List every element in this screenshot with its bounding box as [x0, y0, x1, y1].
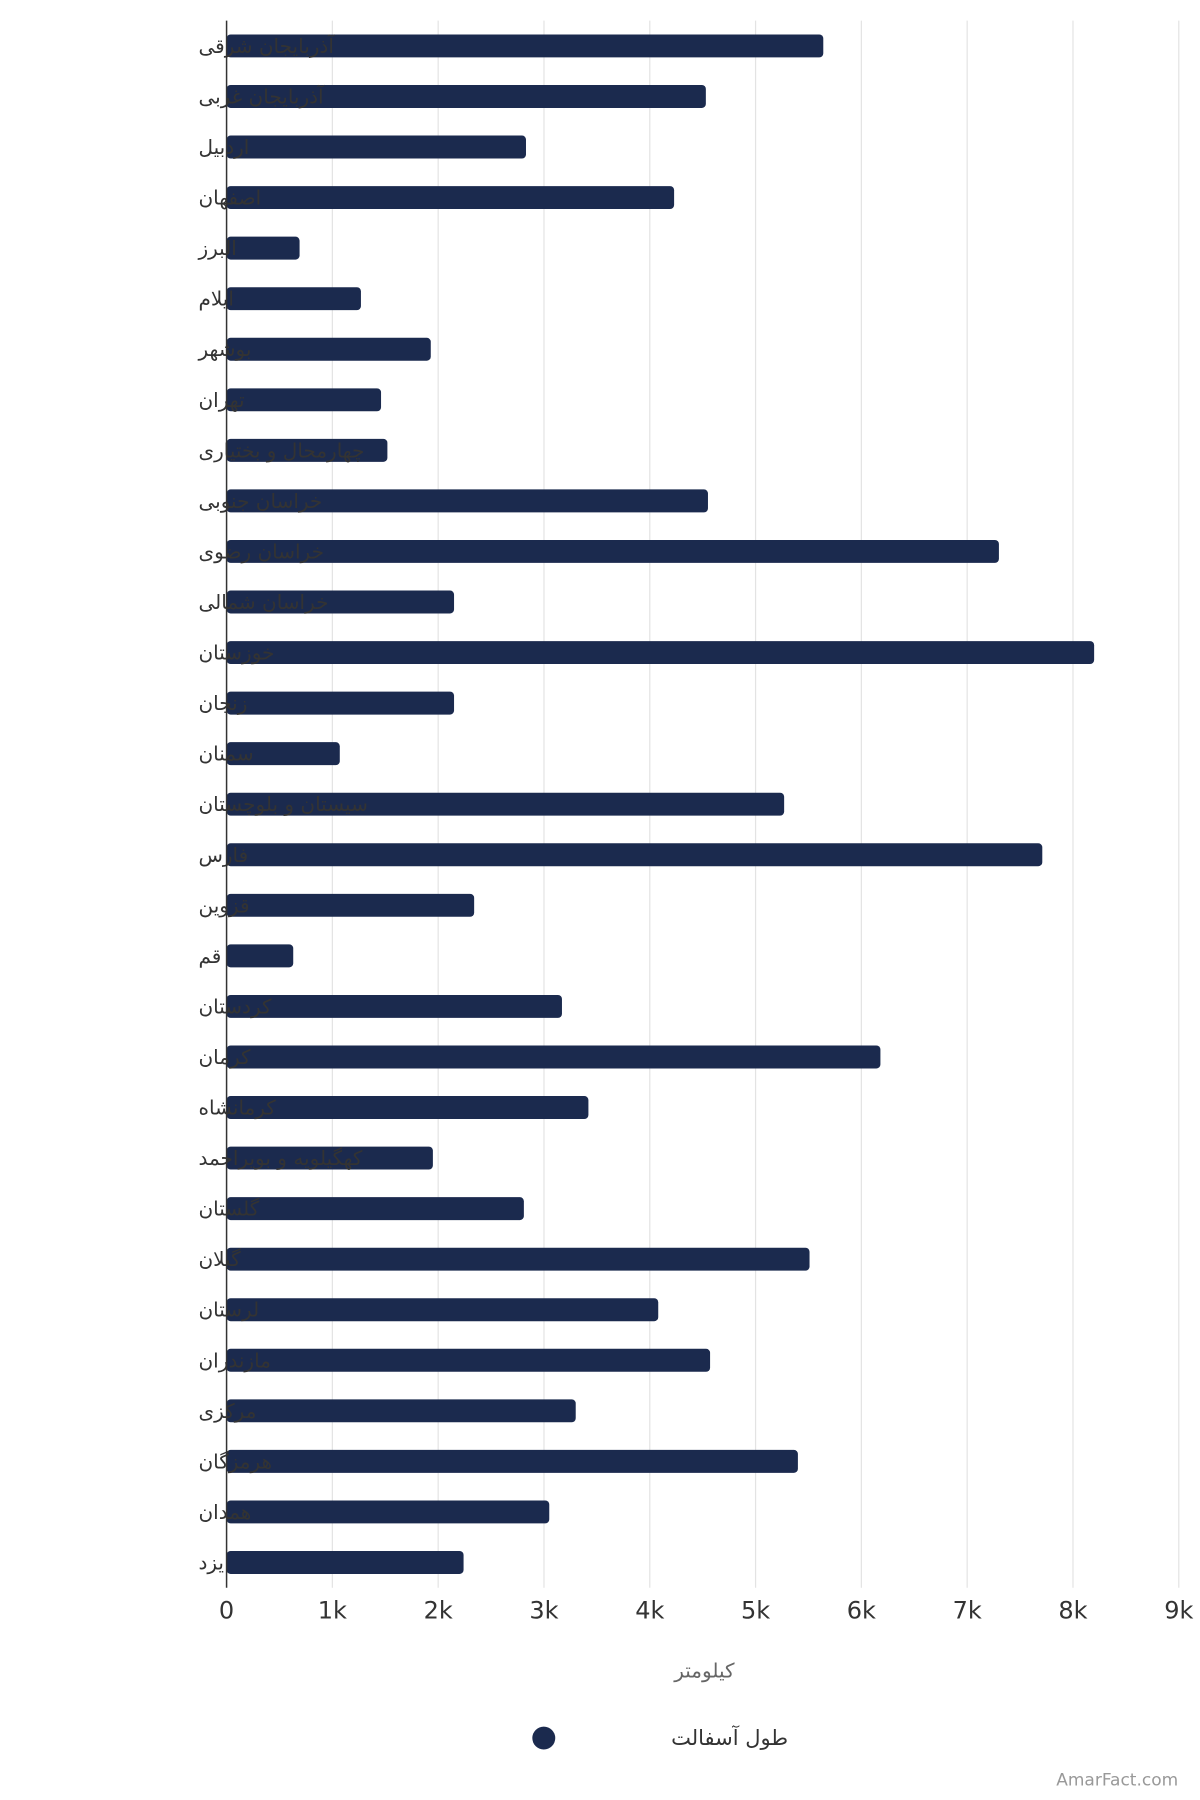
- x-tick-label: 9k: [1164, 1597, 1193, 1625]
- bar[interactable]: [226, 135, 526, 159]
- category-labels: آذربایجان شرقی آذربایجان غربی اردبیل اصفهان…: [197, 33, 367, 1575]
- category-label: مرکزی: [198, 1399, 256, 1423]
- legend-label[interactable]: طول آسفالت: [671, 1725, 788, 1750]
- bar[interactable]: [226, 641, 1095, 665]
- bar[interactable]: [226, 1197, 524, 1221]
- bar[interactable]: [226, 1247, 810, 1271]
- category-label: تهران: [198, 388, 244, 412]
- category-label: قزوین: [198, 893, 249, 917]
- category-label: مازندران: [198, 1348, 270, 1372]
- category-label: آذربایجان غربی: [198, 83, 325, 108]
- bar[interactable]: [226, 1449, 798, 1473]
- legend-marker-icon: [532, 1726, 556, 1750]
- bar[interactable]: [226, 944, 294, 968]
- x-tick-label: 5k: [741, 1597, 770, 1625]
- bar[interactable]: [226, 236, 300, 260]
- legend[interactable]: طول آسفالت: [532, 1725, 788, 1750]
- x-tick-label: 7k: [953, 1597, 982, 1625]
- x-tick-label: 2k: [424, 1597, 453, 1625]
- category-label: لرستان: [198, 1298, 259, 1322]
- category-label: فارس: [198, 843, 248, 867]
- bar[interactable]: [226, 792, 785, 816]
- category-label: سیستان و بلوچستان: [198, 792, 367, 816]
- bar[interactable]: [226, 893, 475, 917]
- bar[interactable]: [226, 388, 382, 412]
- category-label: زنجان: [198, 691, 247, 715]
- category-label: خراسان جنوبی: [198, 489, 322, 513]
- category-label: ایلام: [198, 287, 233, 311]
- x-tick-label: 3k: [529, 1597, 558, 1625]
- bar[interactable]: [226, 843, 1043, 867]
- bar[interactable]: [226, 1298, 659, 1322]
- category-label: اردبیل: [198, 135, 249, 159]
- category-label: کرمان: [198, 1045, 251, 1069]
- category-label: هرمزگان: [198, 1449, 272, 1473]
- x-tick-label: 8k: [1058, 1597, 1087, 1625]
- bar[interactable]: [226, 1146, 433, 1170]
- bar[interactable]: [226, 438, 388, 462]
- category-label: گیلان: [198, 1247, 241, 1271]
- bar[interactable]: [226, 34, 824, 58]
- category-label: اصفهان: [198, 186, 261, 210]
- category-label: چهارمحال و بختیاری: [198, 438, 364, 462]
- x-tick-label: 1k: [318, 1597, 347, 1625]
- credit-link[interactable]: AmarFact.com: [1056, 1770, 1178, 1790]
- bar[interactable]: [226, 1348, 711, 1372]
- category-label: قم: [198, 944, 221, 968]
- bar[interactable]: [226, 994, 562, 1018]
- category-label: خراسان شمالی: [198, 590, 328, 614]
- bar[interactable]: [226, 1045, 881, 1069]
- bars: [226, 34, 1095, 1574]
- category-label: خوزستان: [198, 641, 274, 665]
- bar[interactable]: [226, 1551, 464, 1574]
- bar[interactable]: [226, 590, 455, 614]
- category-label: البرز: [197, 236, 236, 260]
- x-tick-label: 4k: [635, 1597, 664, 1625]
- x-axis-tick-labels: 0 1k 2k 3k 4k 5k 6k 7k 8k 9k: [219, 1597, 1194, 1625]
- category-label: گلستان: [198, 1197, 259, 1221]
- bar[interactable]: [226, 1500, 550, 1524]
- bar[interactable]: [226, 186, 675, 210]
- x-tick-label: 6k: [847, 1597, 876, 1625]
- category-label: بوشهر: [197, 337, 251, 361]
- category-label: خراسان رضوی: [198, 539, 323, 563]
- bar[interactable]: [226, 1399, 576, 1423]
- bar[interactable]: [226, 539, 999, 563]
- bar[interactable]: [226, 1096, 589, 1119]
- x-tick-label: 0: [219, 1597, 234, 1625]
- bar[interactable]: [226, 85, 706, 108]
- bar[interactable]: [226, 691, 455, 715]
- category-label: کهگیلویه و بویراحمد: [198, 1146, 362, 1170]
- category-label: یزد: [198, 1550, 224, 1574]
- bar[interactable]: [226, 489, 708, 513]
- bar[interactable]: [226, 337, 431, 361]
- category-label: کردستان: [198, 994, 272, 1018]
- x-axis-title: کیلومتر: [673, 1658, 735, 1682]
- category-label: همدان: [198, 1500, 251, 1524]
- category-label: کرمانشاه: [198, 1096, 276, 1120]
- category-label: آذربایجان شرقی: [198, 33, 335, 58]
- bar[interactable]: [226, 287, 361, 311]
- bar[interactable]: [226, 742, 340, 766]
